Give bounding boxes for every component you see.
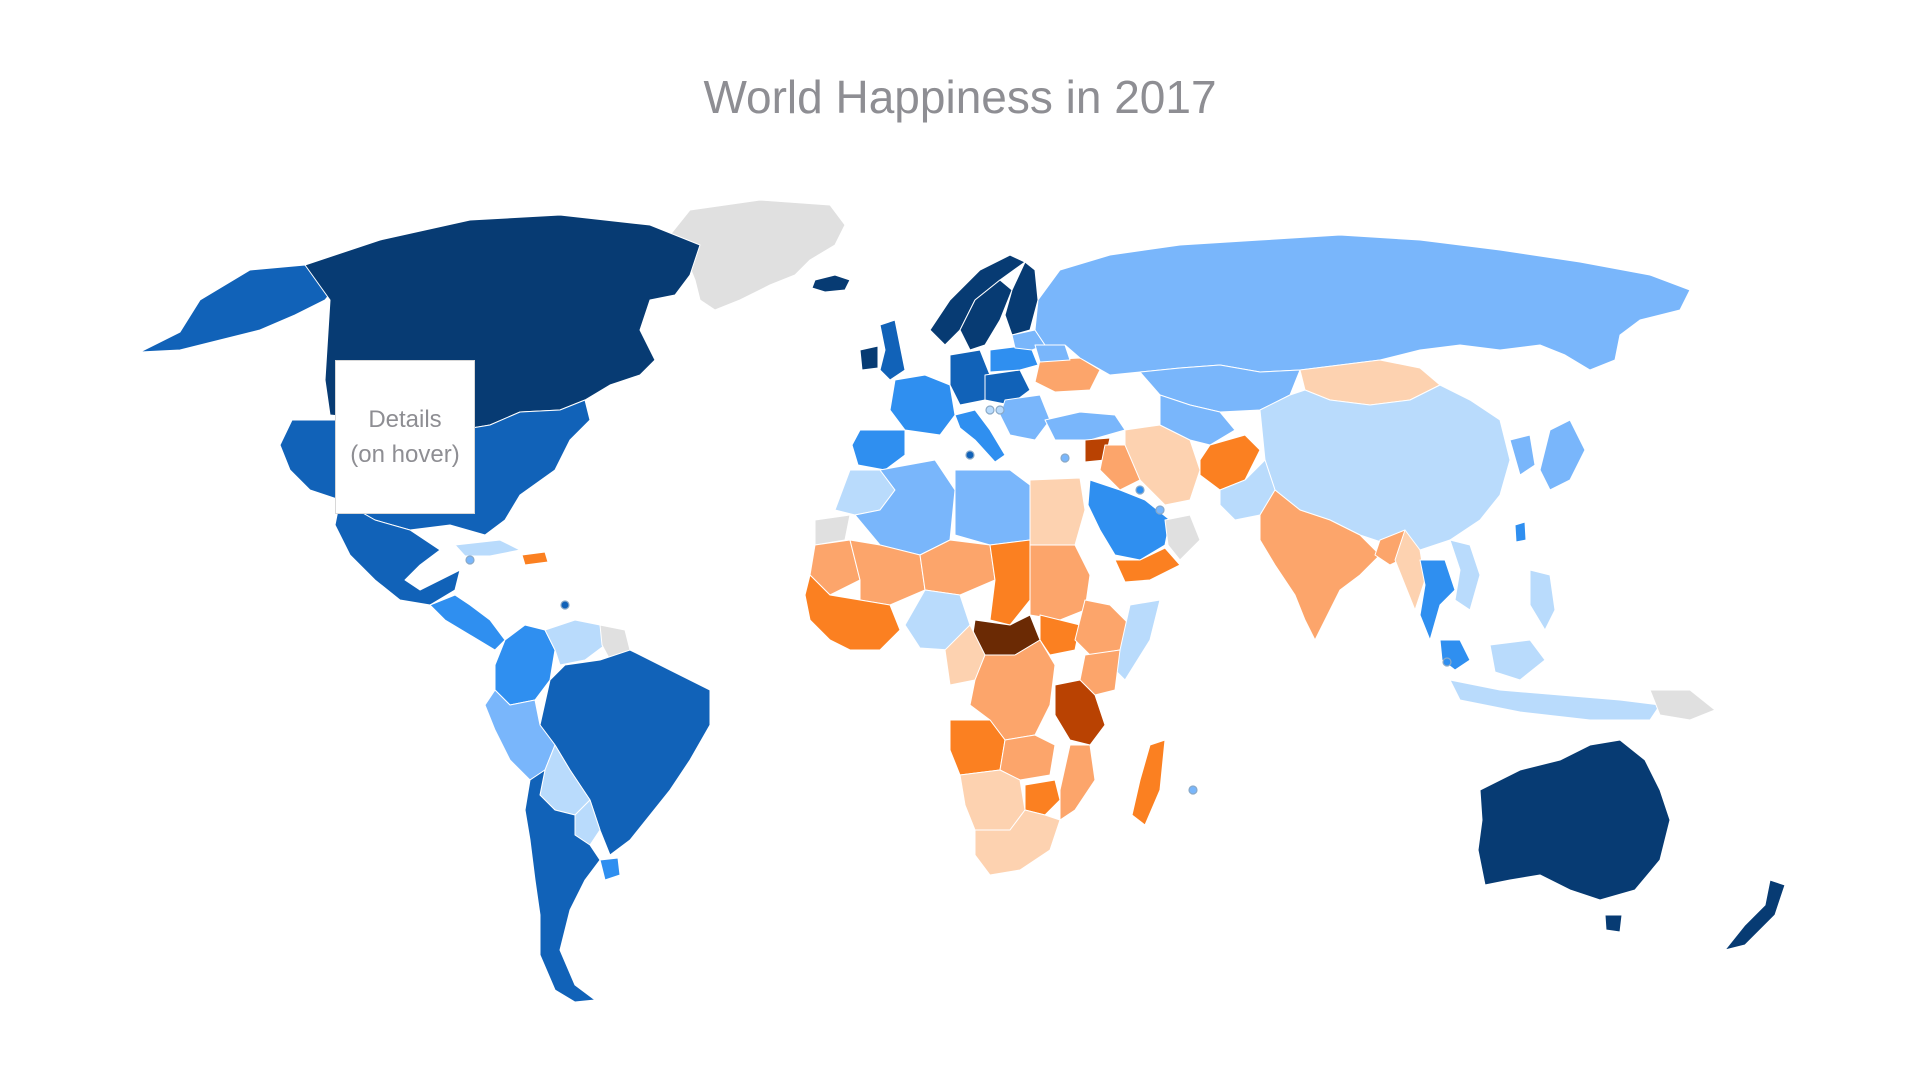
country-saudi-arabia[interactable] <box>1087 479 1171 561</box>
country-russia[interactable] <box>1034 234 1691 376</box>
country-belarus[interactable] <box>1034 344 1071 363</box>
country-japan[interactable] <box>1539 419 1586 491</box>
country-small-state-6[interactable] <box>1060 453 1070 463</box>
country-central-asia[interactable] <box>1159 394 1236 446</box>
details-tooltip-line1: Details <box>368 406 442 433</box>
country-drc[interactable] <box>969 639 1056 741</box>
country-haiti[interactable] <box>521 551 549 566</box>
country-argentina[interactable] <box>524 769 601 1003</box>
country-tasmania[interactable] <box>1604 914 1623 933</box>
country-sweden[interactable] <box>959 279 1013 351</box>
country-uk[interactable] <box>879 319 906 381</box>
country-small-state-2[interactable] <box>560 600 570 610</box>
country-central-america[interactable] <box>429 594 506 651</box>
details-tooltip-line2: (on hover) <box>350 441 460 468</box>
country-new-zealand[interactable] <box>1723 879 1786 951</box>
country-germany[interactable] <box>949 349 991 406</box>
country-borneo[interactable] <box>1489 639 1546 681</box>
country-mali[interactable] <box>849 539 926 606</box>
country-madagascar[interactable] <box>1131 739 1166 826</box>
country-small-state-9[interactable] <box>1442 657 1452 667</box>
country-west-africa[interactable] <box>804 574 901 651</box>
country-ireland[interactable] <box>859 345 879 371</box>
country-libya[interactable] <box>954 469 1031 546</box>
country-small-state-5[interactable] <box>965 450 975 460</box>
country-small-state-3[interactable] <box>995 405 1005 415</box>
country-taiwan[interactable] <box>1514 521 1527 543</box>
country-tanzania[interactable] <box>1054 679 1106 746</box>
country-thailand[interactable] <box>1419 559 1456 641</box>
country-egypt[interactable] <box>1029 477 1086 546</box>
country-uruguay[interactable] <box>599 857 621 881</box>
country-spain[interactable] <box>851 429 906 471</box>
country-mozambique[interactable] <box>1059 744 1096 821</box>
country-indonesia[interactable] <box>1449 679 1661 721</box>
country-western-sahara[interactable] <box>814 514 851 546</box>
country-south-africa[interactable] <box>974 809 1061 876</box>
country-angola[interactable] <box>949 719 1006 776</box>
country-yemen[interactable] <box>1114 547 1181 583</box>
country-iceland[interactable] <box>811 274 851 293</box>
country-myanmar[interactable] <box>1394 529 1426 611</box>
country-cuba[interactable] <box>453 539 522 557</box>
country-small-state-1[interactable] <box>465 555 475 565</box>
country-vietnam[interactable] <box>1449 539 1481 611</box>
country-finland[interactable] <box>1004 261 1039 336</box>
country-mexico[interactable] <box>334 499 461 606</box>
country-balkans[interactable] <box>999 394 1051 441</box>
country-somalia[interactable] <box>1114 599 1161 681</box>
country-india[interactable] <box>1259 489 1381 641</box>
country-chad[interactable] <box>989 539 1031 626</box>
country-small-state-7[interactable] <box>1135 485 1145 495</box>
details-tooltip: Details (on hover) <box>335 360 475 514</box>
country-france[interactable] <box>889 374 956 436</box>
country-usa-alaska[interactable] <box>139 264 341 353</box>
page-title: World Happiness in 2017 <box>703 71 1217 123</box>
country-mauritania[interactable] <box>809 539 861 596</box>
country-small-state-10[interactable] <box>1188 785 1198 795</box>
country-colombia[interactable] <box>494 624 556 706</box>
country-philippines[interactable] <box>1529 569 1556 632</box>
country-australia[interactable] <box>1477 739 1671 901</box>
country-zimbabwe[interactable] <box>1024 779 1061 816</box>
country-zambia[interactable] <box>999 734 1056 781</box>
country-iraq[interactable] <box>1099 444 1141 491</box>
country-kenya[interactable] <box>1079 649 1121 696</box>
country-italy[interactable] <box>954 409 1006 463</box>
country-sudan[interactable] <box>1029 544 1091 621</box>
country-papua[interactable] <box>1649 689 1716 721</box>
country-oman[interactable] <box>1164 514 1201 561</box>
country-korea[interactable] <box>1509 434 1536 476</box>
country-turkey[interactable] <box>1044 411 1126 441</box>
country-small-state-4[interactable] <box>985 405 995 415</box>
country-venezuela[interactable] <box>544 619 606 666</box>
country-small-state-8[interactable] <box>1155 505 1165 515</box>
country-norway[interactable] <box>929 254 1026 346</box>
country-namibia-botswana[interactable] <box>959 769 1026 831</box>
country-south-sudan[interactable] <box>1039 614 1081 656</box>
